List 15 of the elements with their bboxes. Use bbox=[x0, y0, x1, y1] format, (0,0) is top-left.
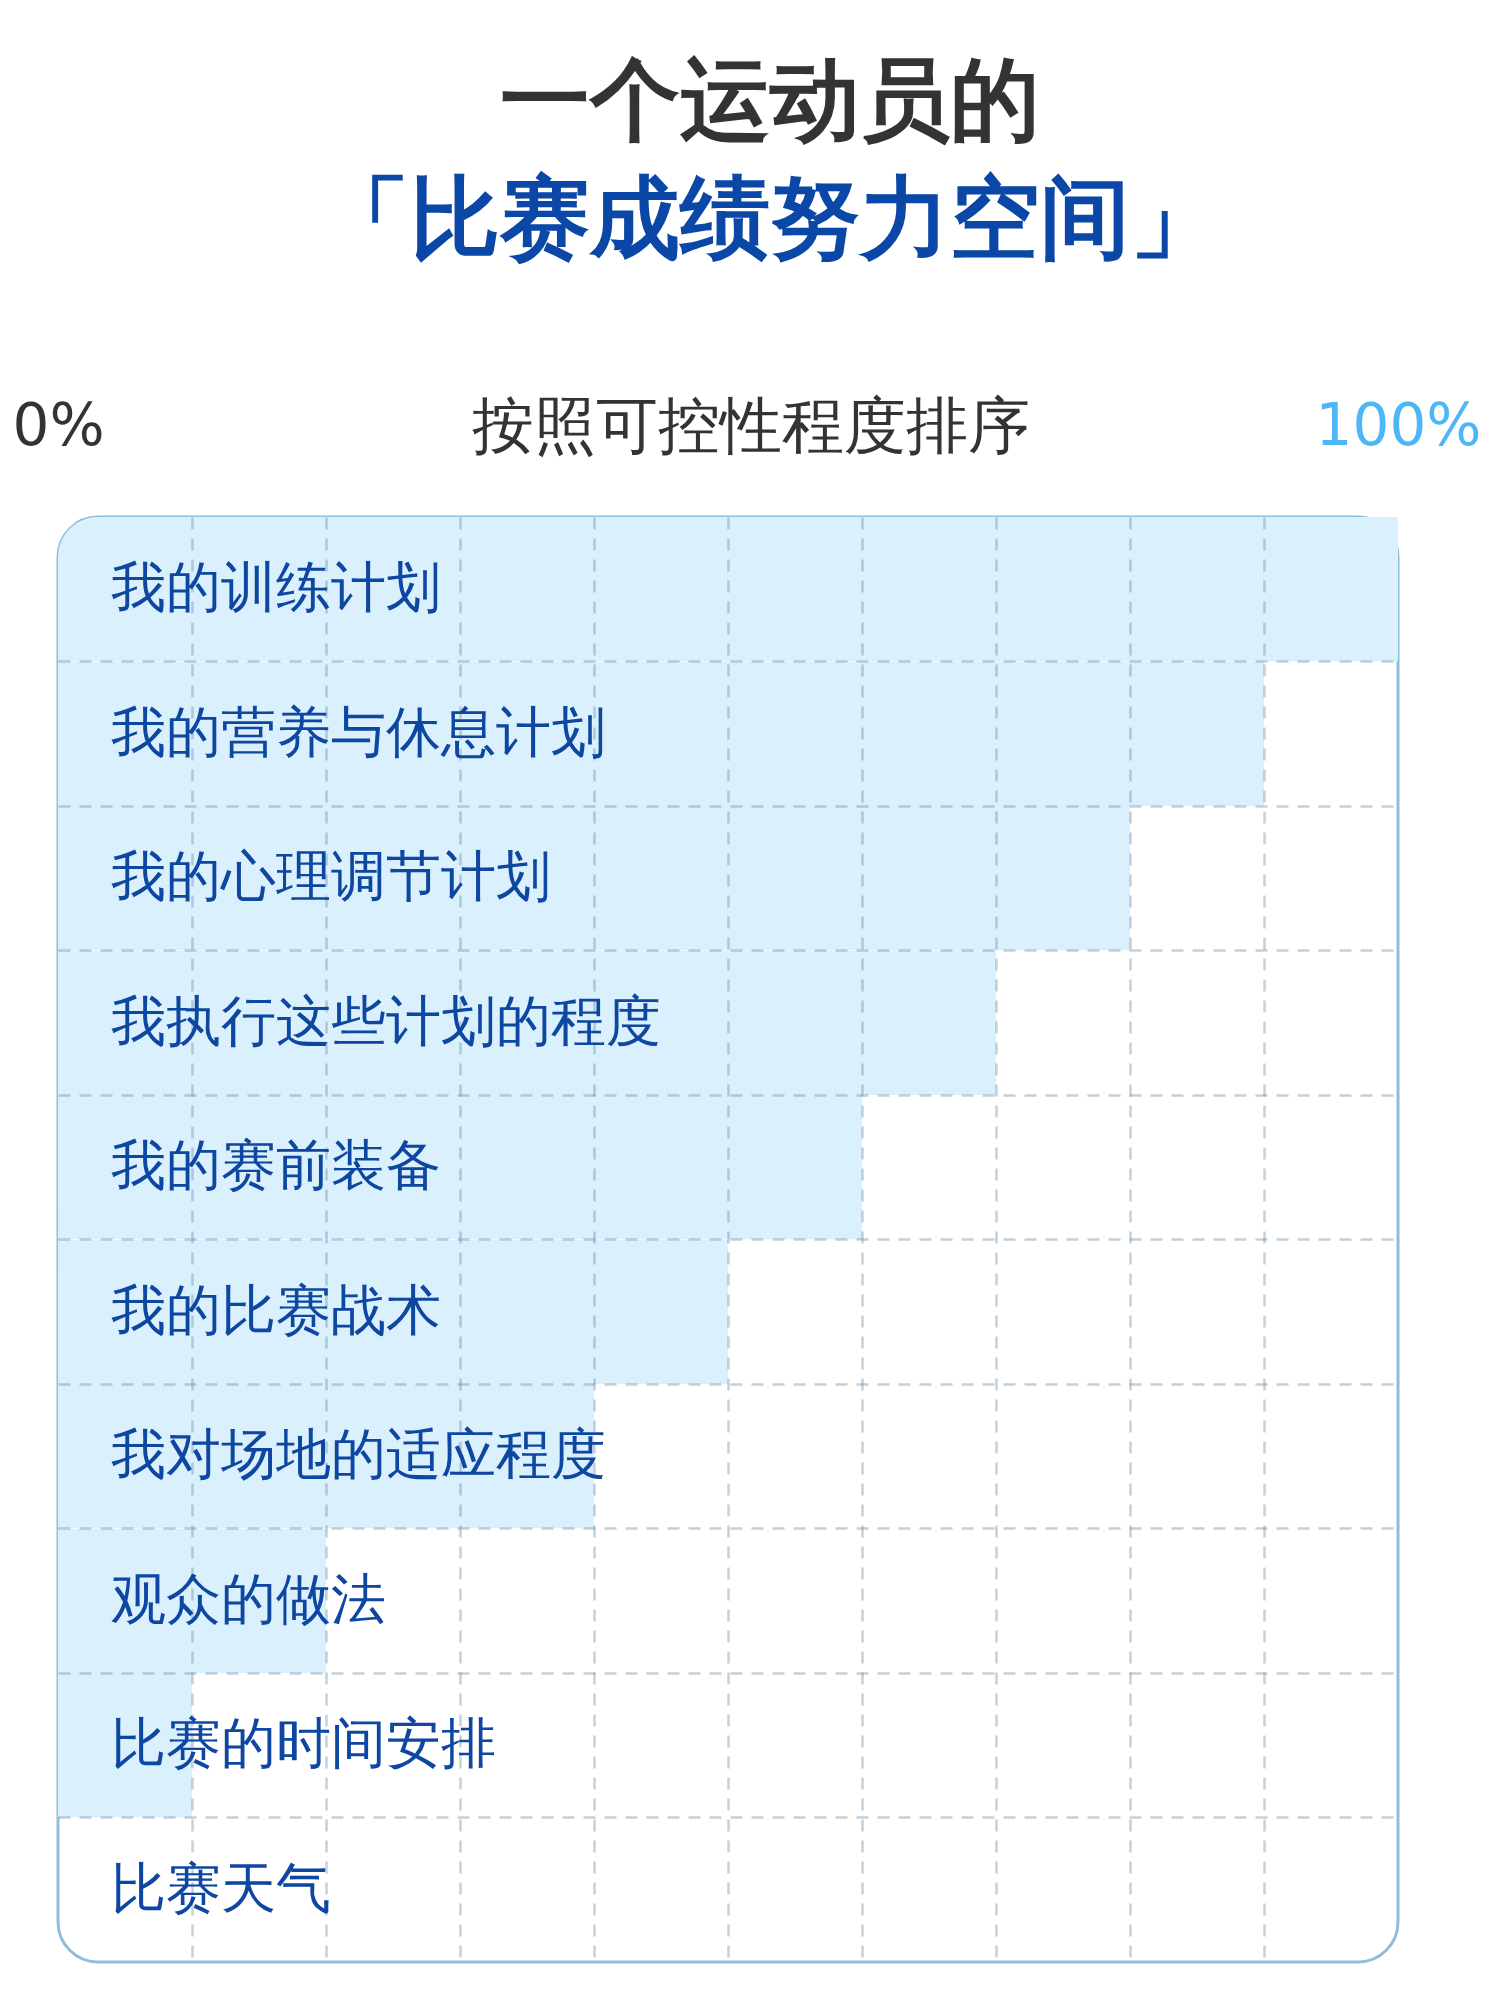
y-tick-label: 我的心理调节计划 bbox=[110, 844, 551, 909]
chart-title: 一个运动员的 bbox=[500, 47, 1040, 152]
y-tick-label: 比赛的时间安排 bbox=[110, 1711, 496, 1776]
chart-subtitle: 「比赛成绩努力空间」 bbox=[320, 165, 1220, 270]
y-tick-label: 我对场地的适应程度 bbox=[110, 1422, 606, 1487]
y-tick-label: 我的比赛战术 bbox=[110, 1277, 441, 1342]
x-tick-label: 0% bbox=[12, 390, 105, 459]
y-tick-label: 我的赛前装备 bbox=[110, 1133, 441, 1198]
y-tick-label: 我的营养与休息计划 bbox=[110, 699, 606, 764]
x-axis-title: 按照可控性程度排序 bbox=[471, 388, 1030, 462]
y-tick-label: 观众的做法 bbox=[110, 1566, 386, 1631]
y-tick-label: 我执行这些计划的程度 bbox=[110, 988, 661, 1053]
x-tick-label: 100% bbox=[1315, 390, 1482, 459]
y-tick-label: 我的训练计划 bbox=[110, 555, 441, 620]
y-tick-label: 比赛天气 bbox=[110, 1855, 331, 1920]
